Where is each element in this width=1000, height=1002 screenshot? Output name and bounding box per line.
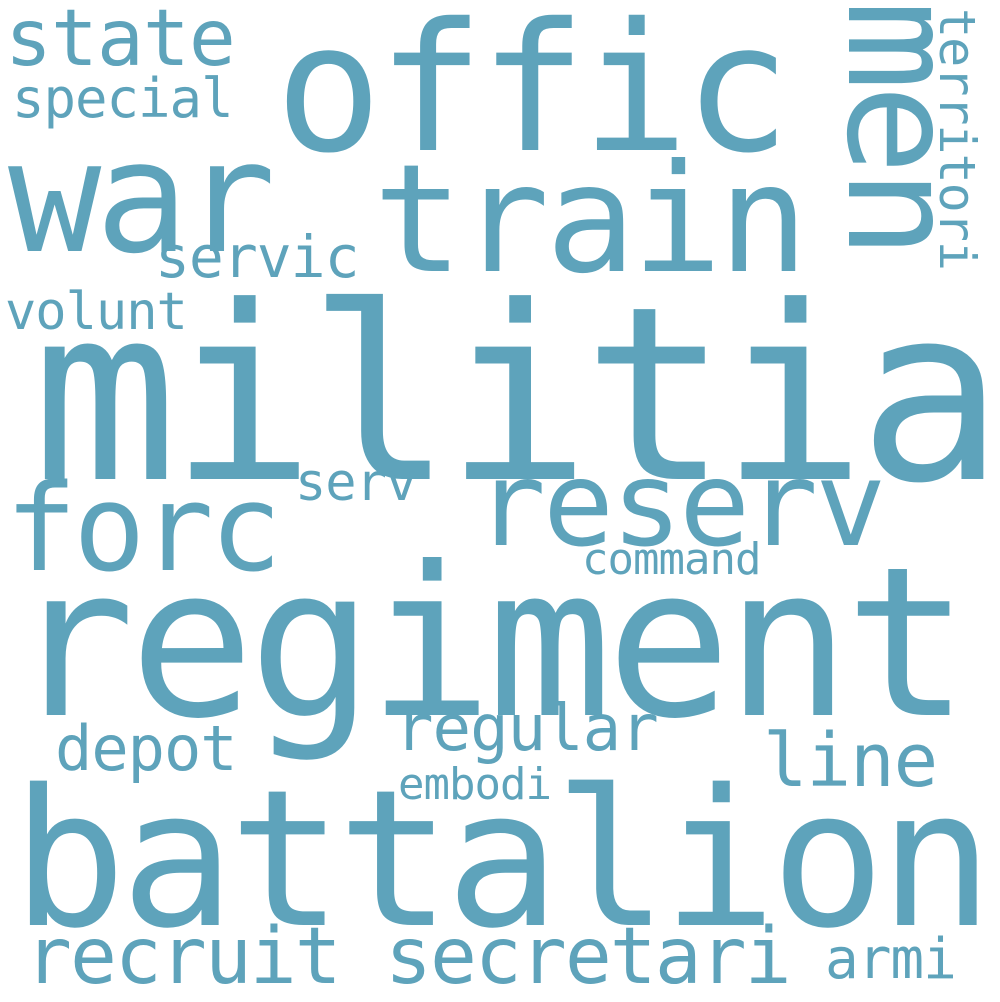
word-serv: serv (295, 453, 417, 513)
word-volunt: volunt (5, 282, 188, 342)
word-battalion: battalion (12, 749, 994, 970)
word-state: state (5, 0, 236, 84)
word-secretari: secretari (385, 912, 792, 1002)
word-regiment: regiment (10, 523, 970, 765)
word-armi: armi (825, 927, 957, 992)
word-offic: offic (275, 0, 791, 192)
word-war: war (8, 107, 276, 288)
word-militia: militia (32, 255, 1000, 537)
word-command: command (582, 534, 761, 585)
word-servic: servic (155, 223, 360, 291)
word-recruit: recruit (25, 912, 342, 1002)
word-depot: depot (55, 712, 238, 785)
word-men: men (813, 0, 987, 253)
word-reserv: reserv (475, 435, 886, 573)
word-embodi: embodi (398, 759, 552, 810)
word-regular: regular (395, 692, 659, 766)
word-special: special (12, 67, 234, 130)
word-forc: forc (5, 460, 282, 599)
word-territori: territori (928, 8, 986, 270)
word-train: train (373, 133, 809, 307)
word-line: line (763, 718, 938, 804)
